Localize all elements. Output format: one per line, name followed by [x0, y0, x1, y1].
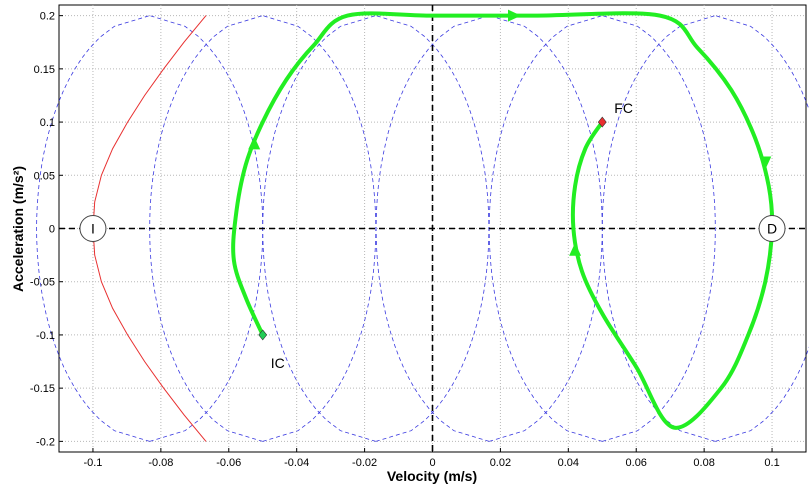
trajectory-arrow-2 — [759, 156, 772, 170]
marker-fc — [597, 116, 607, 128]
x-tick-label-8: 0.06 — [626, 457, 647, 469]
trajectory-arrow-1 — [248, 136, 261, 150]
zero-axes — [59, 5, 806, 452]
circle-i — [79, 215, 107, 242]
family-curve-0-1 — [36, 15, 150, 442]
x-tick-label-5: 0 — [429, 457, 435, 469]
y-axis-label: Acceleration (m/s²) — [10, 166, 26, 292]
x-tick-label-9: 0.08 — [693, 457, 714, 469]
circle-label-i: I — [91, 221, 95, 237]
circle-label-d: D — [767, 221, 777, 237]
point-markers: IC FC — [258, 100, 633, 371]
x-tick-label-0: -0.1 — [83, 457, 102, 469]
trajectory-arrows — [248, 9, 772, 256]
y-tick-label-2: -0.1 — [36, 330, 55, 342]
x-tick-label-2: -0.06 — [216, 457, 241, 469]
x-tick-label-6: 0.02 — [490, 457, 511, 469]
x-tick-label-1: -0.08 — [148, 457, 173, 469]
x-tick-label-10: 0.1 — [764, 457, 779, 469]
trajectory-arrow-0 — [508, 9, 521, 22]
trajectory-arrow-3 — [569, 242, 582, 256]
y-tick-label-3: -0.05 — [30, 277, 55, 289]
y-tick-label-7: 0.15 — [34, 64, 55, 76]
x-tick-label-7: 0.04 — [558, 457, 579, 469]
y-tick-label-0: -0.2 — [36, 436, 55, 448]
x-axis-label: Velocity (m/s) — [387, 468, 477, 484]
marker-ic — [258, 329, 268, 341]
y-tick-label-4: 0 — [49, 224, 55, 236]
y-tick-label-1: -0.15 — [30, 383, 55, 395]
family-curve-3-1 — [375, 15, 490, 442]
trajectory-line — [231, 11, 775, 430]
y-tick-label-5: 0.05 — [34, 170, 55, 182]
marker-label-fc: FC — [614, 100, 633, 116]
marker-label-ic: IC — [271, 355, 285, 371]
family-curve-4-0 — [602, 15, 716, 442]
x-tick-label-3: -0.04 — [284, 457, 309, 469]
y-tick-label-8: 0.2 — [40, 11, 55, 23]
tick-labels: -0.1 -0.08 -0.06 -0.04 -0.02 0 0.02 0.04 0.06 0.0… — [30, 11, 780, 469]
y-tick-label-6: 0.1 — [40, 117, 55, 129]
x-tick-label-4: -0.02 — [352, 457, 377, 469]
family-curve-5-0 — [715, 15, 809, 442]
circle-d — [758, 215, 786, 242]
